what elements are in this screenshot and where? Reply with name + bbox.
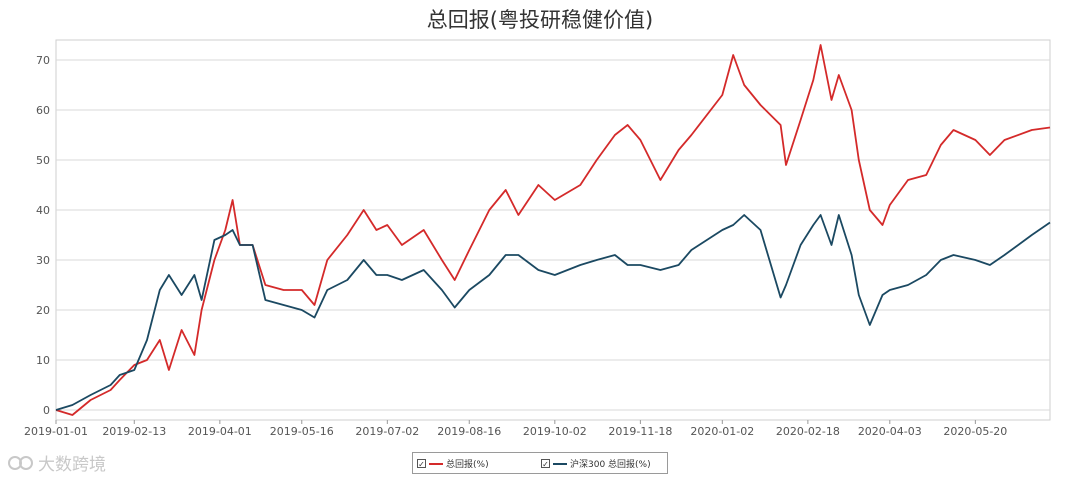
y-tick-label: 40 (36, 204, 50, 217)
x-tick-label: 2019-02-13 (102, 425, 166, 438)
x-tick-label: 2019-04-01 (188, 425, 252, 438)
x-tick-label: 2019-11-18 (608, 425, 672, 438)
series-line-fund (55, 44, 1051, 416)
legend-item-index[interactable]: ✓ 沪深300 总回报(%) (541, 457, 651, 470)
legend-swatch-red (429, 462, 443, 465)
legend-checkbox-icon[interactable]: ✓ (541, 459, 550, 469)
y-tick-label: 60 (36, 104, 50, 117)
legend-swatch-blue (553, 462, 567, 465)
x-tick-label: 2020-05-20 (943, 425, 1007, 438)
x-tick-label: 2019-08-16 (437, 425, 501, 438)
watermark-logo-icon (8, 455, 33, 470)
legend-label-fund: 总回报(%) (446, 460, 489, 470)
x-tick-label: 2020-02-18 (776, 425, 840, 438)
x-tick-label: 2019-01-01 (24, 425, 88, 438)
chart-legend: ✓ 总回报(%) ✓ 沪深300 总回报(%) (412, 452, 668, 474)
legend-label-index: 沪深300 总回报(%) (570, 460, 651, 470)
chart-title: 总回报(粤投研稳健价值) (426, 8, 654, 32)
legend-checkbox-icon[interactable]: ✓ (417, 459, 426, 469)
y-tick-label: 0 (43, 404, 50, 417)
x-tick-label: 2020-04-03 (858, 425, 922, 438)
y-tick-label: 20 (36, 304, 50, 317)
x-tick-label: 2019-10-02 (523, 425, 587, 438)
watermark-text: 大数跨境 (38, 455, 106, 475)
x-tick-label: 2019-05-16 (270, 425, 334, 438)
plot-area (55, 39, 1051, 421)
series-line-index (55, 214, 1051, 411)
y-tick-label: 30 (36, 254, 50, 267)
y-tick-label: 50 (36, 154, 50, 167)
x-tick-label: 2019-07-02 (355, 425, 419, 438)
x-tick-label: 2020-01-02 (690, 425, 754, 438)
y-tick-label: 10 (36, 354, 50, 367)
legend-item-fund[interactable]: ✓ 总回报(%) (417, 457, 489, 470)
watermark: 大数跨境 (8, 450, 106, 475)
y-tick-label: 70 (36, 54, 50, 67)
